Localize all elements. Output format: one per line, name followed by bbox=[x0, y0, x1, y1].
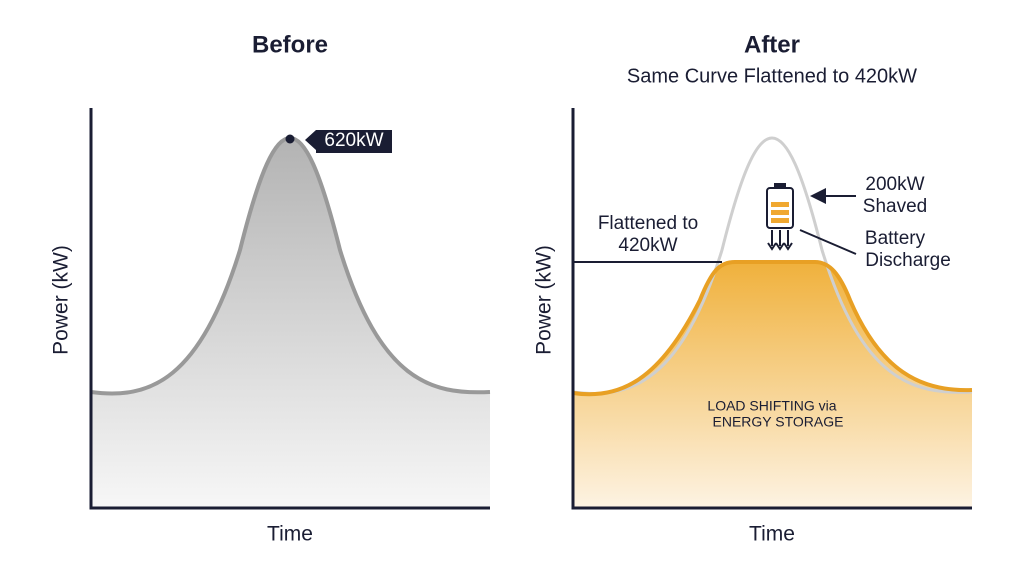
after-area bbox=[573, 262, 972, 508]
center-label: ENERGY STORAGE bbox=[713, 414, 844, 430]
peak-label: 620kW bbox=[324, 130, 383, 151]
before-title: Before bbox=[252, 31, 328, 58]
original-curve bbox=[572, 136, 973, 396]
battery-label: Discharge bbox=[865, 250, 951, 271]
center-label: LOAD SHIFTING via bbox=[707, 398, 836, 414]
flattened-label: 420kW bbox=[618, 235, 677, 256]
x-axis-label: Time bbox=[749, 523, 795, 546]
battery-label: Battery bbox=[865, 228, 926, 249]
flattened-label: Flattened to bbox=[598, 213, 698, 234]
peak-dot bbox=[285, 134, 295, 144]
shaved-label: 200kW bbox=[865, 174, 924, 195]
x-axis-label: Time bbox=[267, 523, 313, 546]
after-axes bbox=[571, 108, 972, 510]
battery-icon bbox=[766, 183, 794, 251]
shaved-label: Shaved bbox=[863, 196, 927, 217]
flattened-curve bbox=[572, 260, 973, 397]
battery-pointer bbox=[799, 229, 857, 255]
after-subtitle: Same Curve Flattened to 420kW bbox=[627, 65, 917, 87]
y-axis-label: Power (kW) bbox=[533, 245, 556, 355]
after-title: After bbox=[744, 31, 800, 58]
before-axes bbox=[89, 108, 490, 510]
before-area bbox=[91, 138, 490, 508]
peak-callout bbox=[305, 130, 392, 153]
y-axis-label: Power (kW) bbox=[50, 245, 73, 355]
